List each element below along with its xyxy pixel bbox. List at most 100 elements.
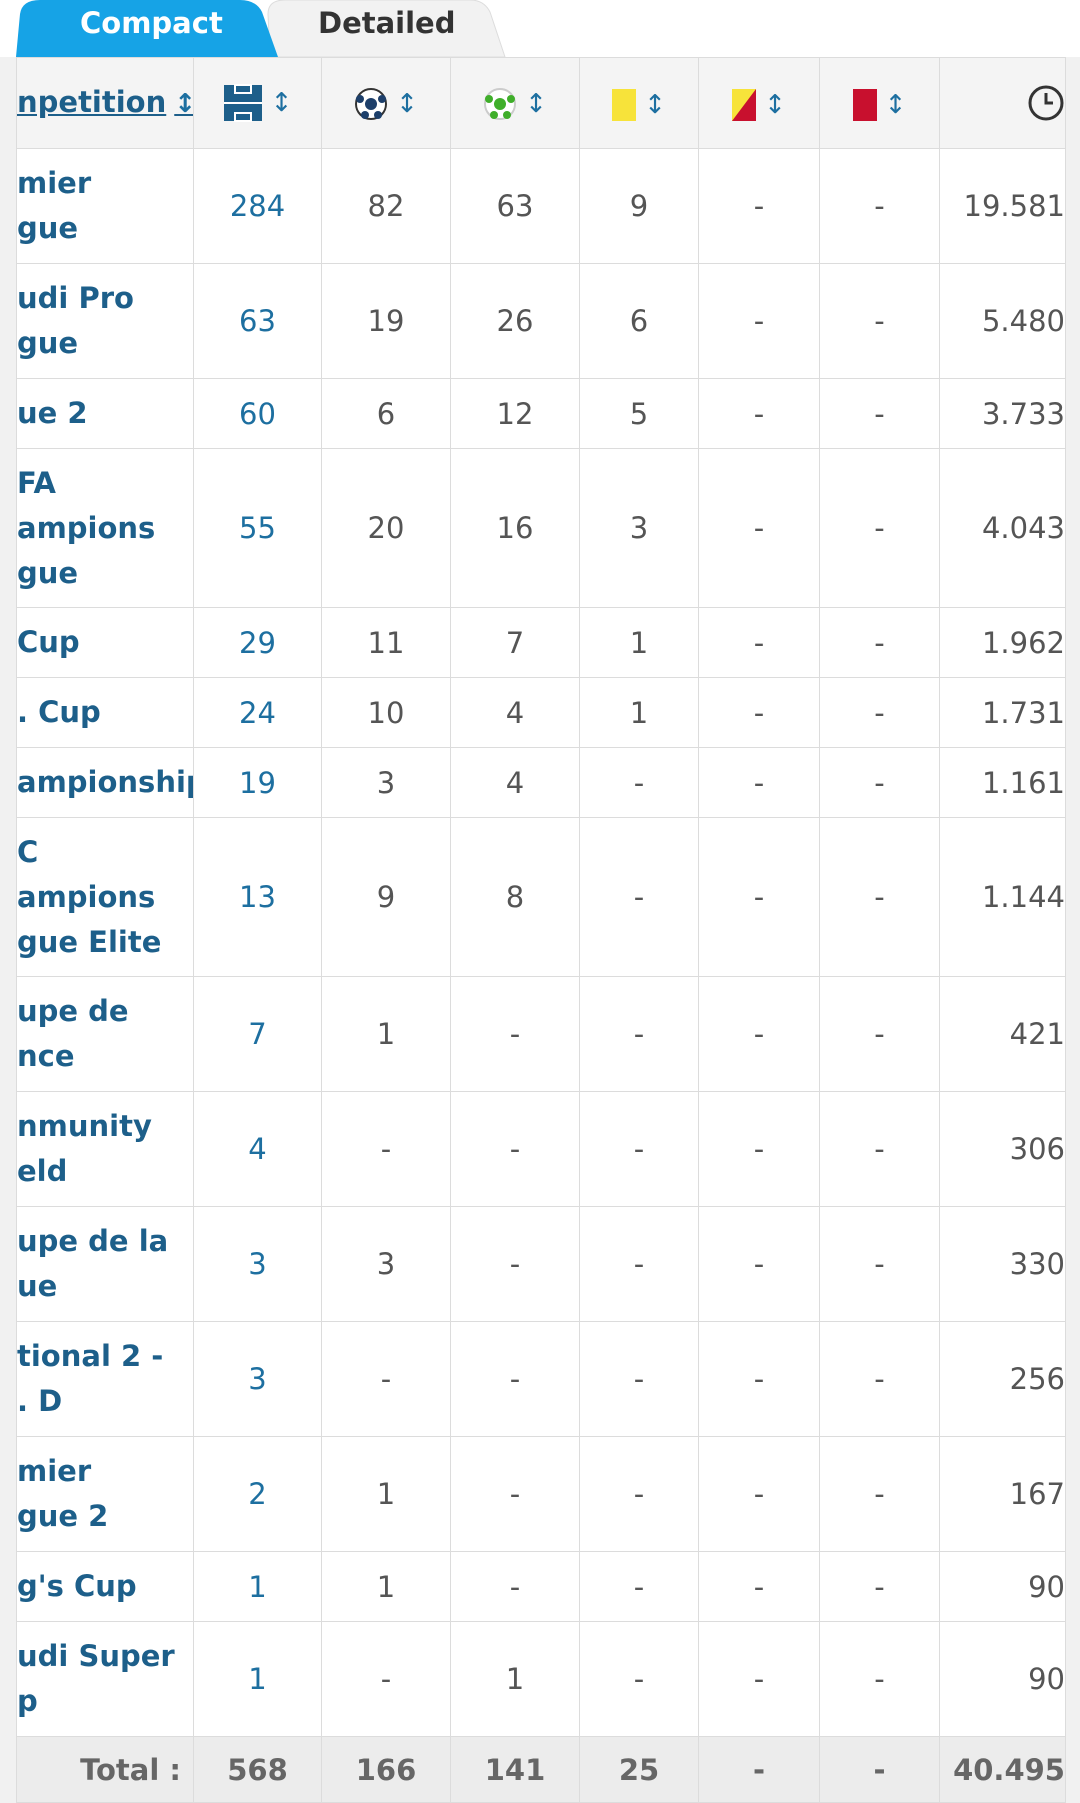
competition[interactable]: tional 2 - . D — [16, 1321, 194, 1437]
appearances[interactable]: 1 — [193, 1551, 322, 1622]
appearances[interactable]: 13 — [193, 817, 322, 977]
appearances[interactable]: 29 — [193, 607, 322, 678]
yellow-cards: 9 — [579, 148, 699, 264]
minutes: 1.731 — [939, 677, 1066, 748]
assists: - — [450, 1091, 580, 1207]
competition[interactable]: . Cup — [16, 677, 194, 748]
appearances[interactable]: 7 — [193, 976, 322, 1092]
red-cards: - — [819, 1436, 940, 1552]
tab-detailed[interactable]: Detailed — [318, 6, 456, 40]
header-red[interactable]: ↕ — [819, 57, 940, 149]
competition[interactable]: FA ampions gue — [16, 448, 194, 608]
goals: 9 — [321, 817, 451, 977]
competition[interactable]: upe de nce — [16, 976, 194, 1092]
minutes: 1.161 — [939, 747, 1066, 818]
yellow-cards: - — [579, 747, 699, 818]
minutes: 5.480 — [939, 263, 1066, 379]
tab-bar: Compact Detailed — [0, 0, 1080, 57]
competition[interactable]: mier gue — [16, 148, 194, 264]
goals: 19 — [321, 263, 451, 379]
table-body: mier gue 284 82 63 9- -19.581 udi Pro gue 63 19 2… — [16, 148, 1066, 1803]
header-competition-text: npetition — [17, 84, 167, 119]
appearances[interactable]: 63 — [193, 263, 322, 379]
competition[interactable]: upe de la ue — [16, 1206, 194, 1322]
assists: 8 — [450, 817, 580, 977]
assists: 4 — [450, 747, 580, 818]
assists: 1 — [450, 1621, 580, 1737]
goals: 10 — [321, 677, 451, 748]
red-cards: - — [819, 677, 940, 748]
total-row: Total :568 166 141 25- -40.495 — [16, 1736, 1066, 1803]
competition[interactable]: nmunity eld — [16, 1091, 194, 1207]
minutes: 4.043 — [939, 448, 1066, 608]
competition[interactable]: g's Cup — [16, 1551, 194, 1622]
competition[interactable]: mier gue 2 — [16, 1436, 194, 1552]
red-cards: - — [819, 817, 940, 977]
header-yellow[interactable]: ↕ — [579, 57, 699, 149]
header-assists[interactable]: ↕ — [450, 57, 580, 149]
goals: 6 — [321, 378, 451, 449]
goals: 3 — [321, 1206, 451, 1322]
minutes: 90 — [939, 1551, 1066, 1622]
header-row: npetition↕ ↕ ↕ ↕ ↕ ↕ ↕ — [16, 57, 1066, 149]
goals: - — [321, 1321, 451, 1437]
goals: 82 — [321, 148, 451, 264]
competition[interactable]: C ampions gue Elite — [16, 817, 194, 977]
competition[interactable]: ue 2 — [16, 378, 194, 449]
assists: - — [450, 1206, 580, 1322]
competition[interactable]: udi Super p — [16, 1621, 194, 1737]
minutes: 330 — [939, 1206, 1066, 1322]
appearances[interactable]: 4 — [193, 1091, 322, 1207]
red-cards: - — [819, 607, 940, 678]
second-yellow: - — [698, 1321, 820, 1437]
total-second-yellow: - — [698, 1736, 820, 1803]
goals: 1 — [321, 1436, 451, 1552]
assists: 16 — [450, 448, 580, 608]
table-row: C ampions gue Elite 13 9 8- - -1.144 — [16, 817, 1066, 977]
table-row: upe de nce 7 1- - - -421 — [16, 976, 1066, 1092]
competition[interactable]: ampionship — [16, 747, 194, 818]
second-yellow: - — [698, 677, 820, 748]
header-apps[interactable]: ↕ — [193, 57, 322, 149]
header-minutes[interactable] — [939, 57, 1066, 149]
second-yellow: - — [698, 148, 820, 264]
appearances[interactable]: 55 — [193, 448, 322, 608]
total-appearances: 568 — [193, 1736, 322, 1803]
appearances[interactable]: 3 — [193, 1321, 322, 1437]
yellow-cards: 3 — [579, 448, 699, 608]
minutes: 306 — [939, 1091, 1066, 1207]
second-yellow: - — [698, 378, 820, 449]
header-second-yellow[interactable]: ↕ — [698, 57, 820, 149]
table-row: FA ampions gue 55 20 16 3- -4.043 — [16, 448, 1066, 608]
table-row: g's Cup 1 1- - - -90 — [16, 1551, 1066, 1622]
header-competition[interactable]: npetition↕ — [16, 57, 194, 149]
assists: - — [450, 1436, 580, 1552]
red-cards: - — [819, 263, 940, 379]
competition[interactable]: Cup — [16, 607, 194, 678]
minutes: 1.962 — [939, 607, 1066, 678]
total-goals: 166 — [321, 1736, 451, 1803]
minutes: 256 — [939, 1321, 1066, 1437]
appearances[interactable]: 24 — [193, 677, 322, 748]
competition[interactable]: udi Pro gue — [16, 263, 194, 379]
appearances[interactable]: 1 — [193, 1621, 322, 1737]
appearances[interactable]: 60 — [193, 378, 322, 449]
assists: 12 — [450, 378, 580, 449]
goals: 11 — [321, 607, 451, 678]
appearances[interactable]: 19 — [193, 747, 322, 818]
yellow-cards: 1 — [579, 677, 699, 748]
header-goals[interactable]: ↕ — [321, 57, 451, 149]
red-cards: - — [819, 976, 940, 1092]
total-minutes: 40.495 — [939, 1736, 1066, 1803]
goals: - — [321, 1091, 451, 1207]
minutes: 19.581 — [939, 148, 1066, 264]
red-cards: - — [819, 1091, 940, 1207]
goals: 1 — [321, 976, 451, 1092]
second-yellow: - — [698, 263, 820, 379]
appearances[interactable]: 3 — [193, 1206, 322, 1322]
goals: - — [321, 1621, 451, 1737]
tab-compact[interactable]: Compact — [80, 6, 223, 40]
appearances[interactable]: 2 — [193, 1436, 322, 1552]
appearances[interactable]: 284 — [193, 148, 322, 264]
yellow-cards: - — [579, 1436, 699, 1552]
